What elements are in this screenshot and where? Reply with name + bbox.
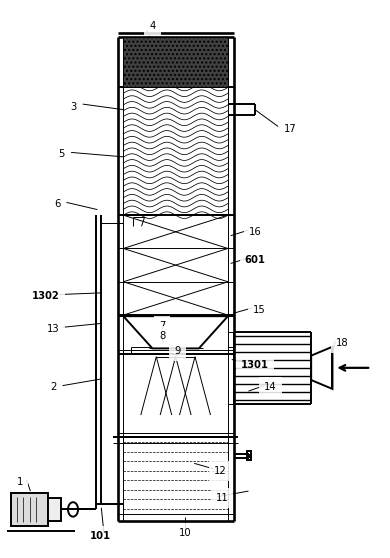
Bar (123, 37, 228, 88)
Text: 3: 3 (70, 102, 76, 112)
Text: 1: 1 (17, 477, 23, 487)
Text: 17: 17 (284, 124, 296, 134)
Text: 11: 11 (216, 493, 229, 503)
Text: 12: 12 (214, 465, 227, 475)
Text: 10: 10 (179, 528, 191, 538)
Text: 7: 7 (159, 321, 165, 331)
Text: 18: 18 (336, 338, 348, 348)
Text: 16: 16 (249, 227, 261, 237)
Text: 2: 2 (50, 382, 57, 392)
Text: 4: 4 (149, 21, 156, 31)
Bar (11, 493, 48, 526)
Text: 9: 9 (174, 346, 181, 356)
Text: 101: 101 (90, 531, 111, 541)
Text: 15: 15 (252, 305, 265, 315)
Text: 1302: 1302 (32, 291, 60, 301)
Text: 13: 13 (47, 324, 60, 334)
Bar (48, 498, 61, 521)
Text: 5: 5 (58, 149, 65, 159)
Text: 8: 8 (159, 331, 165, 340)
Text: 6: 6 (54, 199, 61, 209)
Text: 1301: 1301 (241, 360, 269, 370)
Text: 601: 601 (245, 254, 266, 264)
Bar (247, 451, 251, 460)
Text: 14: 14 (264, 382, 277, 392)
